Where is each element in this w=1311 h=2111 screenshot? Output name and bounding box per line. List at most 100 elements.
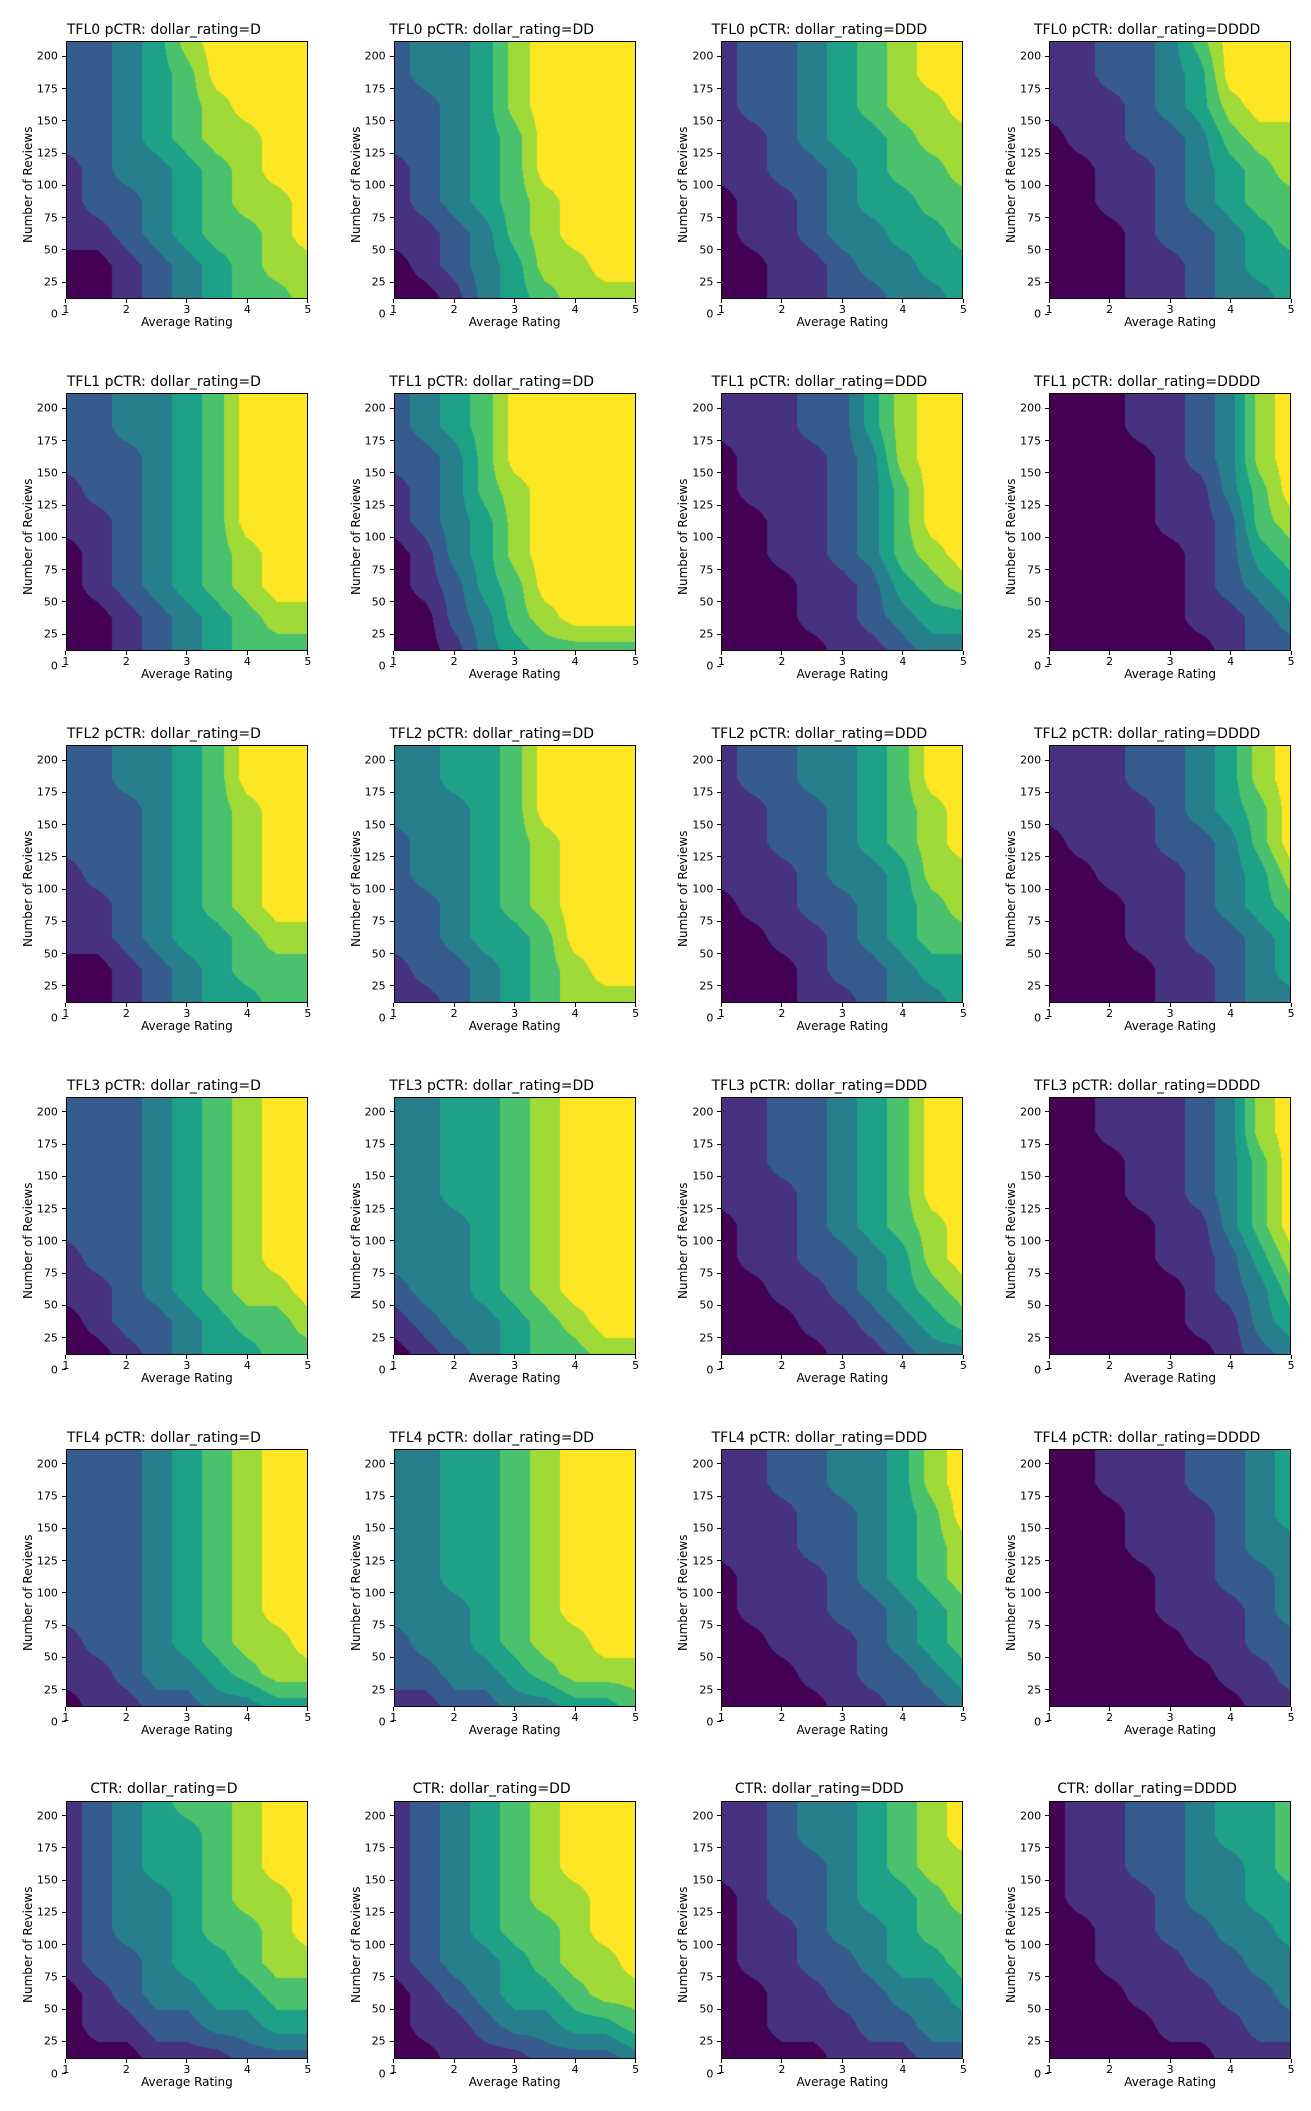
y-tick-mark	[717, 759, 722, 761]
x-tick-label: 1	[717, 1358, 725, 1372]
x-tick-label: 2	[1106, 1358, 1114, 1372]
y-tick-label: 25	[699, 627, 714, 641]
subplot: CTR: dollar_rating=DD Number of Reviews 0 2…	[328, 1759, 656, 2111]
subplot-body: Number of Reviews 0 25 50 75 100 125 150 175 200 1…	[675, 1096, 967, 1385]
y-tick-mark	[61, 1304, 66, 1306]
y-tick-mark	[1045, 953, 1050, 955]
y-tick-label: 125	[692, 146, 714, 160]
y-axis-label: Number of Reviews	[20, 127, 35, 244]
x-tick-label: 1	[1045, 303, 1053, 317]
y-tick-label: 0	[50, 1363, 58, 1377]
x-tick-mark	[65, 1003, 67, 1008]
x-tick-label: 1	[390, 2062, 398, 2076]
y-tick-label: 0	[1034, 1715, 1042, 1729]
y-tick-mark	[717, 1944, 722, 1946]
y-tick-mark	[1045, 55, 1050, 57]
x-tick-label: 2	[778, 303, 786, 317]
y-tick-mark	[717, 2008, 722, 2010]
x-tick-label: 2	[778, 2062, 786, 2076]
x-tick-label: 3	[511, 1710, 519, 1724]
x-tick-mark	[453, 651, 455, 656]
y-tick-mark	[389, 1337, 394, 1339]
y-tick-label: 200	[1020, 1457, 1042, 1471]
y-tick-label: 50	[699, 1298, 714, 1312]
y-tick-label: 100	[1020, 1586, 1042, 1600]
y-tick-mark	[389, 1976, 394, 1978]
y-tick-label: 125	[692, 1554, 714, 1568]
x-tick-label: 3	[838, 303, 846, 317]
x-tick-mark	[841, 1706, 843, 1711]
y-tick-label: 100	[692, 1234, 714, 1248]
x-tick-labels: 1 2 3 4 5	[718, 299, 967, 317]
y-tick-mark	[717, 1240, 722, 1242]
y-tick-mark	[1045, 633, 1050, 635]
y-tick-mark	[61, 1815, 66, 1817]
subplot-body: Number of Reviews 0 25 50 75 100 125 150 175 200 1…	[20, 1448, 311, 1737]
x-tick-mark	[902, 299, 904, 304]
y-tick-label: 175	[1020, 434, 1042, 448]
x-axis-label: Average Rating	[140, 315, 233, 330]
x-tick-label: 5	[1287, 303, 1295, 317]
y-tick-mark	[717, 920, 722, 922]
x-tick-label: 4	[1227, 303, 1235, 317]
x-tick-mark	[841, 1003, 843, 1008]
x-tick-mark	[393, 2058, 395, 2063]
subplot: TFL4 pCTR: dollar_rating=DDDD Number of R…	[983, 1407, 1311, 1759]
y-tick-label: 75	[699, 914, 714, 928]
y-tick-labels: 0 25 50 75 100 125 150 175 200	[364, 1106, 394, 1375]
y-tick-label: 150	[364, 466, 386, 480]
y-tick-label: 0	[1034, 307, 1042, 321]
x-tick-label: 4	[1227, 655, 1235, 669]
x-tick-label: 4	[571, 1358, 579, 1372]
y-tick-mark	[61, 633, 66, 635]
x-tick-label: 2	[778, 1007, 786, 1021]
x-axis-label: Average Rating	[1124, 2074, 1217, 2089]
y-tick-mark	[717, 633, 722, 635]
y-tick-mark	[717, 184, 722, 186]
subplot-title: TFL3 pCTR: dollar_rating=DDD	[711, 1077, 928, 1094]
y-tick-mark	[717, 1495, 722, 1497]
subplot: TFL4 pCTR: dollar_rating=DD Number of Rev…	[328, 1407, 656, 1759]
x-tick-labels: 1 2 3 4 5	[718, 1706, 967, 1724]
x-tick-label: 3	[183, 303, 191, 317]
y-tick-mark	[389, 888, 394, 890]
y-tick-label: 100	[36, 1234, 58, 1248]
y-tick-label: 125	[36, 850, 58, 864]
y-tick-mark	[717, 1111, 722, 1113]
plot-column: 1 2 3 4 5 Average Rating	[1046, 745, 1295, 1033]
y-tick-label: 200	[364, 753, 386, 767]
y-tick-mark	[1045, 1689, 1050, 1691]
y-axis-label: Number of Reviews	[20, 830, 35, 948]
plot-column: 1 2 3 4 5 Average Rating	[1046, 1096, 1295, 1385]
y-tick-mark	[61, 920, 66, 922]
y-tick-label: 100	[36, 1586, 58, 1600]
plot-column: 1 2 3 4 5 Average Rating	[1046, 1800, 1295, 2089]
x-tick-mark	[574, 299, 576, 304]
x-tick-mark	[125, 2058, 127, 2063]
x-tick-mark	[1048, 1706, 1050, 1711]
x-tick-label: 3	[183, 2062, 191, 2076]
y-tick-label: 125	[1020, 1905, 1042, 1919]
y-tick-mark	[717, 313, 722, 315]
x-tick-label: 2	[778, 1710, 786, 1724]
y-tick-label: 0	[1034, 2067, 1042, 2081]
x-tick-label: 3	[838, 2062, 846, 2076]
x-tick-mark	[720, 2058, 722, 2063]
y-tick-label: 125	[36, 1202, 58, 1216]
y-tick-labels: 0 25 50 75 100 125 150 175 200	[691, 1458, 722, 1727]
subplot-body: Number of Reviews 0 25 50 75 100 125 150 175 200 1…	[20, 1096, 311, 1385]
x-tick-mark	[246, 651, 248, 656]
x-tick-label: 5	[304, 2062, 312, 2076]
x-tick-mark	[1230, 2058, 1232, 2063]
y-tick-mark	[1045, 856, 1050, 858]
x-tick-mark	[1290, 299, 1292, 304]
y-tick-mark	[389, 985, 394, 987]
x-tick-label: 1	[62, 2062, 70, 2076]
x-tick-mark	[841, 299, 843, 304]
y-tick-mark	[717, 569, 722, 571]
y-tick-mark	[717, 2073, 722, 2075]
y-tick-mark	[61, 1944, 66, 1946]
subplot-title: CTR: dollar_rating=DD	[412, 1781, 571, 1798]
y-tick-label: 25	[371, 275, 386, 289]
y-tick-label: 200	[364, 401, 386, 415]
